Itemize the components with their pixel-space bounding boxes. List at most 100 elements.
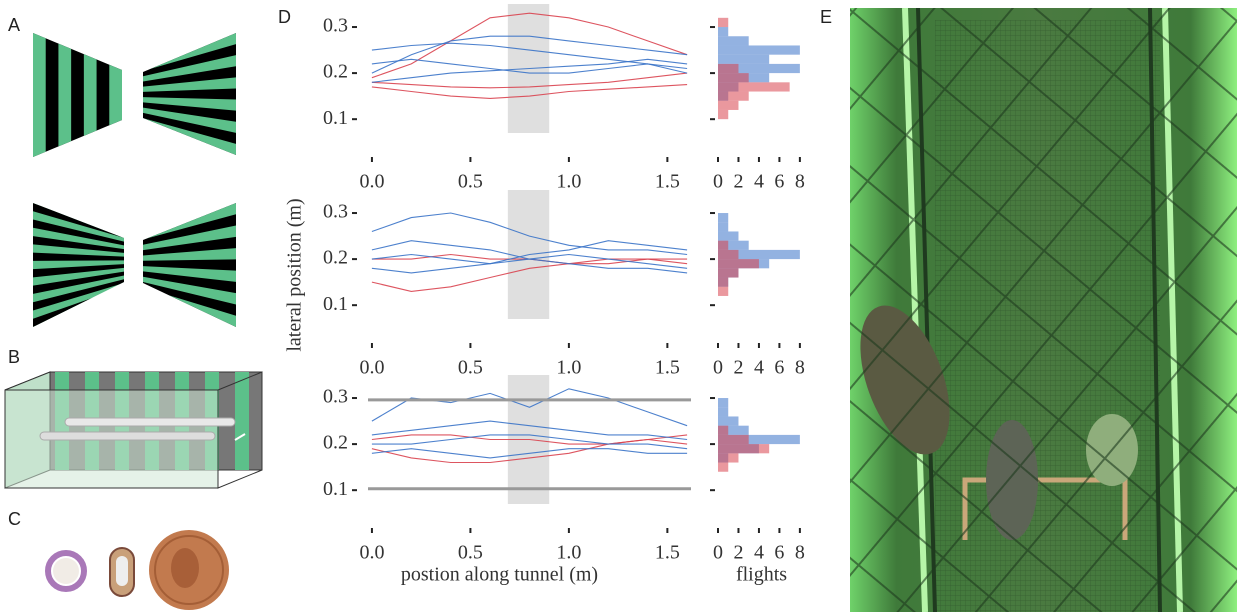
histogram-bar [718,249,739,260]
stripe [143,55,236,95]
histogram-bar [718,398,729,408]
y-tick-label: 0.3 [323,15,348,37]
histogram-bar [718,453,739,463]
x-tick-label: 0.0 [359,542,384,564]
stripe [33,260,124,278]
x-tick-label: 2 [733,357,743,379]
histogram-bar [718,63,739,74]
histogram-bar [718,222,729,232]
y-tick-label: 0.1 [323,107,348,129]
x-tick-label: 6 [774,542,784,564]
stripe [235,372,249,470]
tags-and-penny [45,530,229,610]
x-tick-label: 1.0 [556,171,581,193]
histogram-bar [718,63,800,74]
stripe [143,262,236,305]
histogram-bar [718,286,729,296]
x-tick-label: 0.5 [458,542,483,564]
x-tick-label: 0 [713,542,723,564]
stripe [83,33,97,157]
trajectory [371,448,688,459]
histogram-bar [718,268,739,278]
x-tick-label: 1.0 [556,542,581,564]
trajectory [371,12,688,79]
histogram-bar [718,36,749,46]
histogram-bar [718,240,729,250]
stripe [109,33,122,157]
trajectory [371,258,688,292]
panel-label: D [278,7,291,27]
histogram-bar [718,425,729,435]
x-tick-label: 0.0 [359,171,384,193]
trajectory [371,72,688,89]
stripe [143,77,236,95]
histogram-bar [718,462,729,472]
photo [850,8,1237,612]
y-axis-title: lateral position (m) [284,198,306,351]
tunnel-diagram [4,371,263,489]
stripe [33,252,124,261]
x-tick-label: 0 [713,171,723,193]
panel-labels: A B C D E [8,7,832,529]
x-tick-label: 8 [795,171,805,193]
x-tick-label: 2 [733,171,743,193]
x-axis-title: postion along tunnel (m) [401,564,598,586]
trajectory-panel: 0.1 0.2 0.3 0.0 0.5 1.0 1.5 0.1 0.2 0.3 0.0 0.5 1.0 1… [284,4,805,586]
y-tick-label: 0.2 [323,432,348,454]
histogram-bar [718,54,770,64]
histogram-bar [718,109,729,120]
x-tick-label: 1.5 [655,171,680,193]
y-tick-label: 0.3 [323,386,348,408]
stripe [143,225,236,262]
x-tick-label: 0.0 [359,357,384,379]
histogram-bar [718,434,749,445]
x-tick-label: 0.5 [458,357,483,379]
stripe [33,236,124,260]
histogram-bar [718,82,790,92]
y-tick-label: 0.1 [323,293,348,315]
histogram-bar [718,444,770,454]
histogram-bar [718,240,749,250]
panel-label: B [8,347,20,367]
histogram-bar [718,277,729,287]
trajectory [371,212,688,256]
histogram-bar [718,213,729,223]
y-tick-label: 0.2 [323,61,348,83]
stripe [143,248,236,262]
x-tick-label: 8 [795,542,805,564]
trajectory [371,42,688,74]
stripe [143,262,236,282]
panel-label: E [820,7,832,27]
x-tick-label: 4 [754,542,764,564]
trajectory [371,58,688,74]
stripe [33,260,124,311]
panel-label: C [8,509,21,529]
x-tick-label: 1.0 [556,357,581,379]
trajectory [371,240,688,274]
histogram-bar [718,259,759,269]
histogram-bar [718,425,749,435]
stripe [58,33,72,157]
histogram-bar [718,231,739,241]
trajectory [371,35,688,74]
x-tick-label: 8 [795,357,805,379]
x-tick-label: 0.5 [458,171,483,193]
histogram-bar [718,45,800,55]
histogram-bar [718,249,800,260]
x-tick-label: 6 [774,171,784,193]
stripe [143,95,236,111]
panel-label: A [8,15,20,35]
histogram-bar [718,434,800,445]
histogram-bar [718,407,729,417]
x-tick-label: 1.5 [655,357,680,379]
stripe [143,95,236,133]
histogram-bar [718,100,739,110]
x-tick-label: 4 [754,357,764,379]
trajectory [371,58,688,83]
histogram-bar [718,27,729,37]
x-tick-label: 6 [774,357,784,379]
x-tick-label: 0 [713,357,723,379]
trajectory [371,434,688,445]
trajectory [371,434,688,450]
stripe [33,260,124,294]
